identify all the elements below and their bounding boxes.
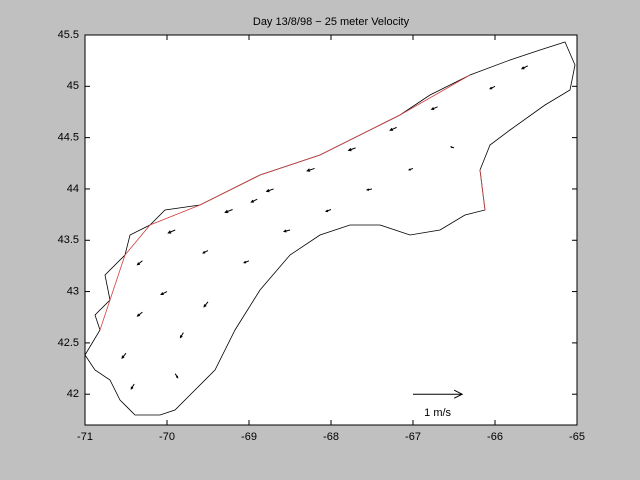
velocity-arrow bbox=[430, 106, 438, 110]
x-tick-label: -70 bbox=[159, 431, 175, 443]
y-tick-label: 42 bbox=[67, 388, 79, 400]
y-tick-label: 43.5 bbox=[58, 234, 79, 246]
x-tick-label: -65 bbox=[569, 431, 585, 443]
chart-title: Day 13/8/98 − 25 meter Velocity bbox=[253, 16, 410, 28]
velocity-arrow bbox=[389, 126, 397, 131]
x-tick-label: -69 bbox=[241, 431, 257, 443]
domain-outline bbox=[84, 41, 576, 416]
velocity-arrow bbox=[449, 146, 455, 149]
y-tick-label: 43 bbox=[67, 285, 79, 297]
velocity-arrow bbox=[520, 65, 529, 70]
velocity-arrow bbox=[283, 229, 291, 233]
plot-area bbox=[84, 34, 578, 426]
y-tick-label: 45 bbox=[67, 80, 79, 92]
velocity-arrow bbox=[136, 260, 143, 266]
velocity-arrow bbox=[202, 250, 209, 254]
x-tick-label: -66 bbox=[487, 431, 503, 443]
reference-label: 1 m/s bbox=[424, 407, 451, 419]
velocity-arrow bbox=[136, 311, 143, 317]
velocity-arrow bbox=[174, 373, 179, 379]
x-tick-label: -67 bbox=[405, 431, 421, 443]
y-tick-label: 42.5 bbox=[58, 337, 79, 349]
velocity-arrow bbox=[250, 198, 258, 203]
x-tick-label: -71 bbox=[77, 431, 93, 443]
velocity-arrow bbox=[203, 301, 209, 308]
coastline bbox=[99, 74, 486, 331]
y-tick-label: 45.5 bbox=[58, 29, 79, 41]
velocity-arrow bbox=[121, 352, 127, 359]
velocity-arrow bbox=[306, 167, 315, 172]
velocity-arrow bbox=[179, 332, 184, 339]
velocity-arrow bbox=[243, 260, 250, 264]
velocity-arrow bbox=[130, 383, 135, 390]
velocity-arrow bbox=[160, 291, 168, 296]
y-tick-label: 44.5 bbox=[58, 132, 79, 144]
velocity-arrow bbox=[365, 188, 373, 191]
velocity-arrow bbox=[265, 188, 274, 193]
velocity-arrow bbox=[408, 167, 414, 171]
velocity-arrow bbox=[325, 209, 332, 213]
velocity-arrow bbox=[489, 85, 496, 90]
y-tick-label: 44 bbox=[67, 183, 79, 195]
velocity-arrow bbox=[167, 229, 176, 234]
velocity-arrow bbox=[224, 209, 233, 214]
x-tick-label: -68 bbox=[323, 431, 339, 443]
velocity-arrow bbox=[347, 147, 356, 152]
reference-arrow bbox=[413, 389, 464, 399]
